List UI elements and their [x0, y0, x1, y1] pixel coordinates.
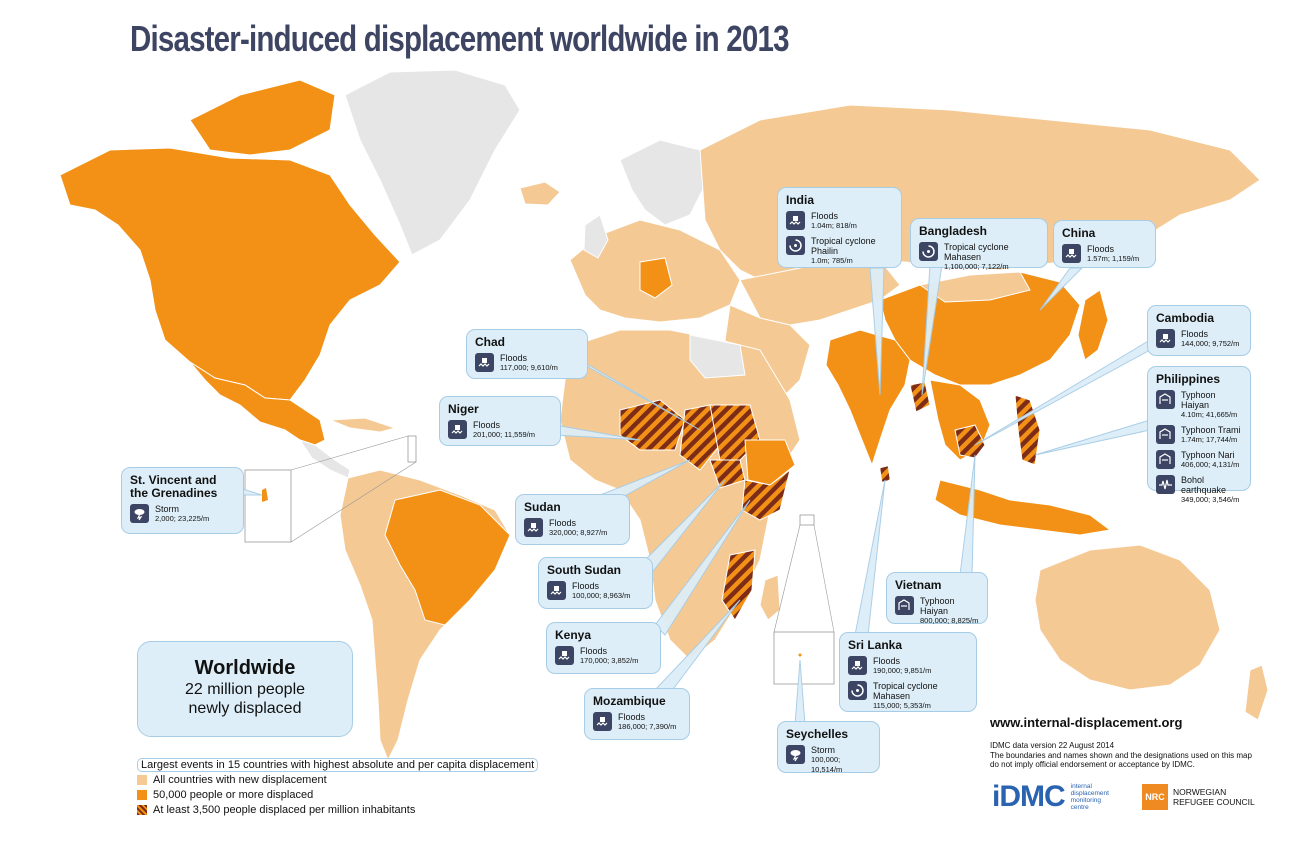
legend-swatch-any: [137, 775, 147, 785]
callout-cambodia: Cambodia Floods 144,000; 9,752/m: [1147, 305, 1251, 356]
sri-lanka: [879, 465, 891, 483]
data-version: IDMC data version 22 August 2014: [990, 741, 1115, 750]
callout-south-sudan: South Sudan Floods 100,000; 8,963/m: [538, 557, 653, 609]
flood-icon: [448, 420, 467, 439]
new-zealand: [1244, 664, 1269, 721]
mozambique: [721, 549, 756, 621]
idmc-logo: iDMC internal displacement monitoring ce…: [992, 780, 1109, 814]
typhoon-icon: [1156, 425, 1175, 444]
ethiopia: [744, 439, 796, 486]
legend-per-capita: At least 3,500 people displaced per mill…: [153, 804, 416, 816]
typhoon-icon: [1156, 450, 1175, 469]
website-url: www.internal-displacement.org: [990, 715, 1183, 730]
seychelles-inset: [773, 631, 835, 685]
germany: [639, 257, 673, 299]
callout-chad: Chad Floods 117,000; 9,610/m: [466, 329, 588, 379]
worldwide-summary: Worldwide 22 million people newly displa…: [137, 641, 353, 737]
svg-inset-small: [407, 435, 417, 463]
callout-pointers: [229, 264, 1151, 726]
legend: Largest events in 15 countries with high…: [137, 758, 539, 818]
callout-philippines: Philippines Typhoon Haiyan 4.10m; 41,665/…: [1147, 366, 1251, 504]
seychelles-inset-small: [799, 514, 815, 526]
flood-icon: [786, 211, 805, 230]
callout-bangladesh: Bangladesh Tropical cyclone Mahasen 1,100…: [910, 218, 1048, 271]
typhoon-icon: [1156, 390, 1175, 409]
callout-china: China Floods 1.57m; 1,159/m: [1053, 220, 1156, 268]
north-america: [59, 147, 401, 401]
brazil: [384, 489, 511, 626]
worldwide-line2: newly displaced: [188, 700, 302, 717]
flood-icon: [524, 518, 543, 537]
legend-over-50k: 50,000 people or more displaced: [153, 789, 314, 801]
scandinavia: [619, 139, 706, 226]
idmc-logo-text: iDMC: [992, 780, 1066, 813]
typhoon-icon: [895, 596, 914, 615]
callout-st-vincent: St. Vincent and the Grenadines Storm 2,00…: [121, 467, 244, 534]
nrc-logo-text: NORWEGIAN REFUGEE COUNCIL: [1173, 787, 1255, 807]
canada-arctic-islands: [189, 79, 336, 156]
madagascar: [759, 574, 781, 621]
worldwide-line1: 22 million people: [184, 681, 306, 698]
bangladesh: [909, 381, 931, 413]
japan: [1077, 289, 1109, 361]
north-africa-grey: [689, 334, 746, 379]
flood-icon: [848, 656, 867, 675]
legend-swatch-50k: [137, 790, 147, 800]
storm-icon: [786, 745, 805, 764]
central-america: [298, 439, 351, 479]
disclaimer-line1: The boundaries and names shown and the d…: [990, 750, 1252, 760]
caribbean-inset: [244, 469, 292, 543]
storm-icon: [130, 504, 149, 523]
callout-sudan: Sudan Floods 320,000; 8,927/m: [515, 494, 630, 545]
cyclone-icon: [919, 242, 938, 261]
page-title: Disaster-induced displacement worldwide …: [130, 18, 789, 59]
callout-sri-lanka: Sri Lanka Floods 190,000; 9,851/m Tropica…: [839, 632, 977, 712]
callout-india: India Floods 1.04m; 818/m Tropical cyclon…: [777, 187, 902, 268]
caribbean: [329, 417, 397, 433]
cyclone-icon: [786, 236, 805, 255]
chad: [679, 404, 721, 471]
flood-icon: [555, 646, 574, 665]
indonesia: [934, 479, 1112, 536]
footer-notes: IDMC data version 22 August 2014 The bou…: [990, 741, 1290, 770]
idmc-logo-sub: internal displacement monitoring centre: [1070, 783, 1109, 811]
callout-kenya: Kenya Floods 170,000; 3,852/m: [546, 622, 661, 674]
mongolia: [918, 271, 1031, 303]
uk: [583, 214, 609, 259]
mexico: [189, 361, 326, 446]
flood-icon: [1062, 244, 1081, 263]
legend-all-countries: All countries with new displacement: [153, 774, 327, 786]
iceland: [519, 181, 561, 206]
legend-largest-events: Largest events in 15 countries with high…: [137, 758, 539, 772]
cyclone-icon: [848, 681, 867, 700]
flood-icon: [547, 581, 566, 600]
australia: [1034, 544, 1221, 691]
callout-vietnam: Vietnam Typhoon Haiyan 800,000; 8,825/m: [886, 572, 988, 625]
callout-mozambique: Mozambique Floods 186,000; 7,390/m: [584, 688, 690, 740]
greenland: [344, 69, 521, 256]
nrc-logo: NRC NORWEGIAN REFUGEE COUNCIL: [1142, 784, 1255, 810]
worldwide-title: Worldwide: [194, 657, 296, 679]
flood-icon: [593, 712, 612, 731]
india: [825, 329, 911, 467]
flood-icon: [475, 353, 494, 372]
flood-icon: [1156, 329, 1175, 348]
earthquake-icon: [1156, 475, 1175, 494]
callout-seychelles: Seychelles Storm 100,000; 10,514/m: [777, 721, 880, 774]
callout-country: India: [786, 193, 815, 207]
cambodia-vietnam: [954, 424, 986, 459]
disclaimer-line2: do not imply official endorsement or acc…: [990, 760, 1195, 769]
nrc-logo-box: NRC: [1142, 784, 1168, 810]
callout-niger: Niger Floods 201,000; 11,559/m: [439, 396, 561, 446]
legend-swatch-hatch: [137, 805, 147, 815]
